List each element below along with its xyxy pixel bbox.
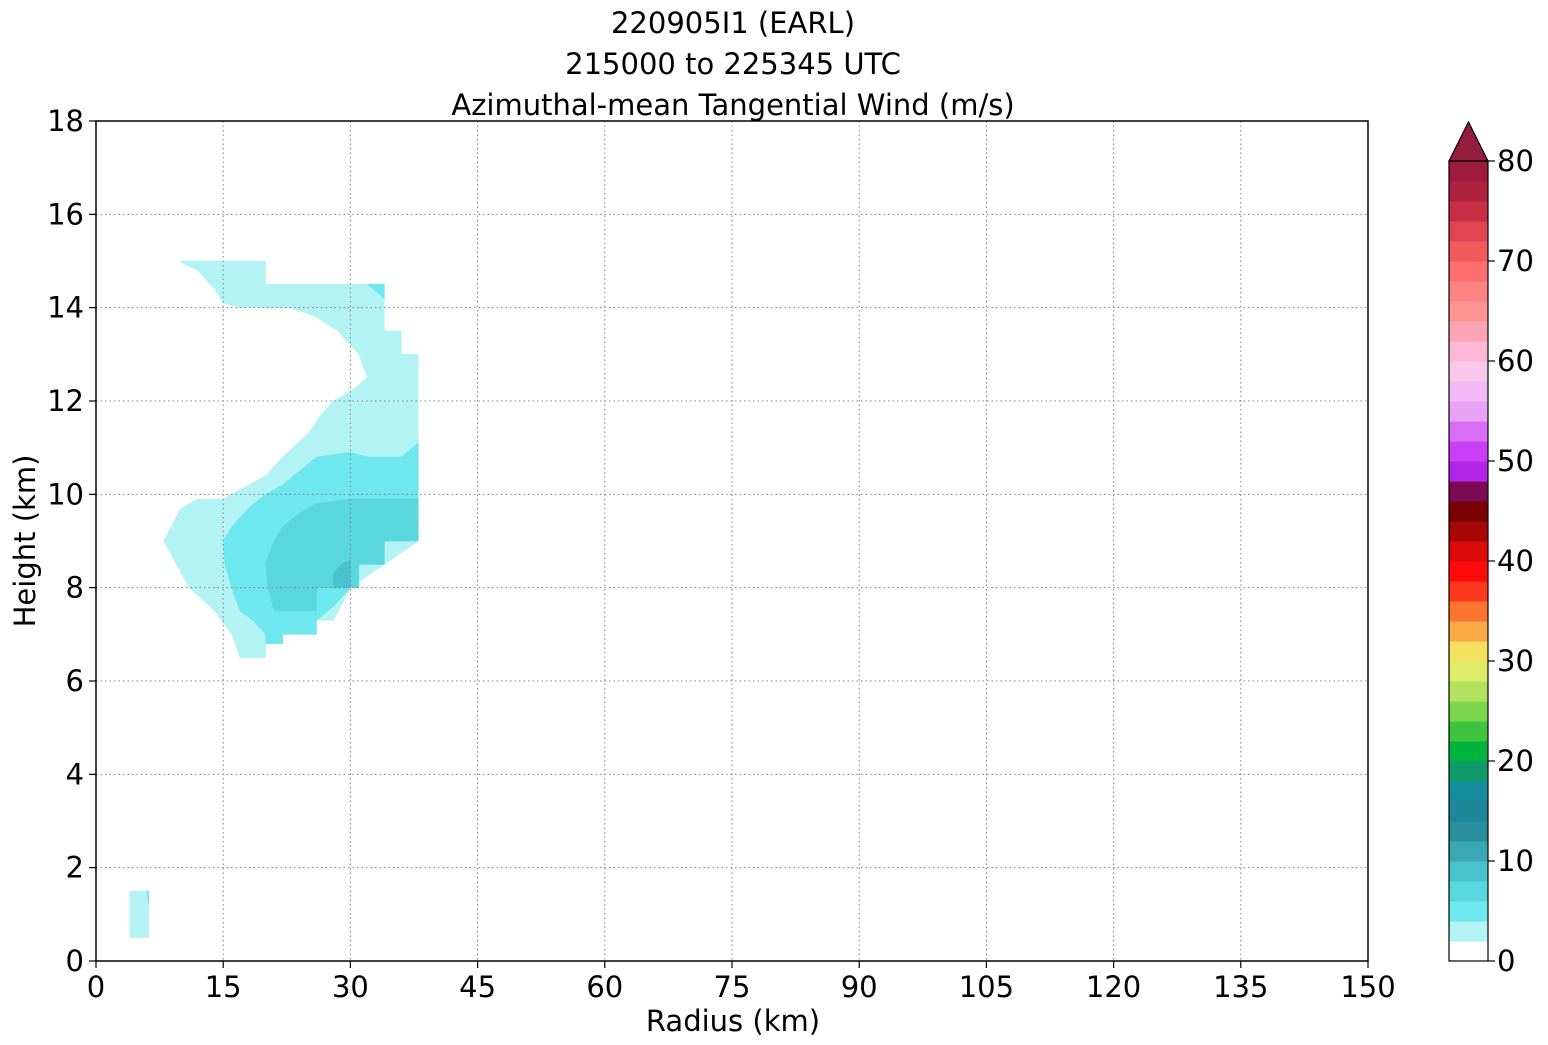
x-tick-label: 0 <box>87 970 105 1004</box>
y-axis-label: Height (km) <box>8 455 42 628</box>
colorbar-band <box>1449 361 1488 382</box>
plot-area <box>95 120 1369 962</box>
colorbar-band <box>1449 841 1488 862</box>
colorbar-band <box>1449 161 1488 182</box>
colorbar-band <box>1449 781 1488 802</box>
colorbar-band <box>1449 641 1488 662</box>
colorbar-tick-label: 20 <box>1497 744 1534 778</box>
contour-region-2-4 <box>129 890 149 939</box>
colorbar-ticks: 0 10 20 30 40 50 60 70 80 <box>1488 144 1534 978</box>
colorbar-tick-label: 80 <box>1497 144 1534 178</box>
colorbar-band <box>1449 501 1488 522</box>
colorbar-band <box>1449 921 1488 942</box>
colorbar-band <box>1449 461 1488 482</box>
colorbar-band <box>1449 481 1488 502</box>
contour-region-4-6 <box>146 890 149 906</box>
x-tick-label: 105 <box>959 970 1014 1004</box>
colorbar-tick-label: 0 <box>1497 944 1515 978</box>
colorbar-band <box>1449 321 1488 342</box>
colorbar-band <box>1449 541 1488 562</box>
y-tick-label: 16 <box>47 197 84 231</box>
y-tick-label: 4 <box>66 757 84 791</box>
colorbar-band <box>1449 881 1488 902</box>
colorbar-extend-arrow <box>1448 120 1489 162</box>
colorbar-band <box>1449 581 1488 602</box>
y-tick-label: 18 <box>47 104 84 138</box>
x-tick-label: 45 <box>459 970 496 1004</box>
x-tick-label: 75 <box>714 970 751 1004</box>
x-tick-label: 90 <box>841 970 878 1004</box>
title-line-2: 215000 to 225345 UTC <box>565 47 901 81</box>
x-tick-label: 120 <box>1086 970 1141 1004</box>
colorbar-band <box>1449 901 1488 922</box>
colorbar-band <box>1449 701 1488 722</box>
y-tick-label: 6 <box>66 664 84 698</box>
colorbar-band <box>1449 281 1488 302</box>
chart-title: 220905I1 (EARL) 215000 to 225345 UTC Azi… <box>451 6 1014 122</box>
colorbar-band <box>1449 421 1488 442</box>
colorbar-band <box>1449 821 1488 842</box>
x-tick-label: 150 <box>1340 970 1395 1004</box>
colorbar-band <box>1449 441 1488 462</box>
colorbar-bands <box>1449 161 1488 962</box>
colorbar-band <box>1449 261 1488 282</box>
colorbar-band <box>1449 621 1488 642</box>
colorbar-band <box>1449 561 1488 582</box>
y-tick-label: 8 <box>66 571 84 605</box>
colorbar-band <box>1449 601 1488 622</box>
colorbar-tick-label: 60 <box>1497 344 1534 378</box>
x-tick-label: 30 <box>332 970 369 1004</box>
colorbar: 0 10 20 30 40 50 60 70 80 <box>1448 120 1534 978</box>
y-tick-label: 12 <box>47 384 84 418</box>
contour-region-8-10 <box>333 559 351 589</box>
contour-region-6-8 <box>265 498 419 612</box>
colorbar-band <box>1449 721 1488 742</box>
y-axis-ticks: 0 2 4 6 8 10 12 14 16 18 <box>47 104 96 978</box>
y-tick-label: 2 <box>66 851 84 885</box>
colorbar-band <box>1449 681 1488 702</box>
colorbar-band <box>1449 401 1488 422</box>
colorbar-band <box>1449 941 1488 962</box>
colorbar-band <box>1449 181 1488 202</box>
x-tick-label: 135 <box>1213 970 1268 1004</box>
x-axis-ticks: 0 15 30 45 60 75 90 105 120 135 150 <box>87 961 1396 1004</box>
grid-lines <box>96 121 1368 961</box>
colorbar-tick-label: 70 <box>1497 244 1534 278</box>
x-tick-label: 60 <box>586 970 623 1004</box>
colorbar-band <box>1449 341 1488 362</box>
colorbar-tick-label: 10 <box>1497 844 1534 878</box>
colorbar-band <box>1449 381 1488 402</box>
y-tick-label: 14 <box>47 291 84 325</box>
colorbar-tick-label: 50 <box>1497 444 1534 478</box>
title-line-1: 220905I1 (EARL) <box>611 6 855 40</box>
colorbar-band <box>1449 741 1488 762</box>
colorbar-band <box>1449 861 1488 882</box>
contour-regions <box>129 260 419 939</box>
colorbar-tick-label: 40 <box>1497 544 1534 578</box>
colorbar-tick-label: 30 <box>1497 644 1534 678</box>
y-tick-label: 0 <box>66 944 84 978</box>
x-axis-label: Radius (km) <box>646 1004 820 1038</box>
colorbar-band <box>1449 241 1488 262</box>
colorbar-band <box>1449 761 1488 782</box>
colorbar-band <box>1449 301 1488 322</box>
colorbar-band <box>1449 201 1488 222</box>
y-tick-label: 10 <box>47 477 84 511</box>
colorbar-band <box>1449 521 1488 542</box>
x-tick-label: 15 <box>205 970 242 1004</box>
contour-region-4-6 <box>366 283 385 299</box>
colorbar-band <box>1449 221 1488 242</box>
colorbar-band <box>1449 661 1488 682</box>
colorbar-band <box>1449 801 1488 822</box>
title-line-3: Azimuthal-mean Tangential Wind (m/s) <box>451 88 1014 122</box>
